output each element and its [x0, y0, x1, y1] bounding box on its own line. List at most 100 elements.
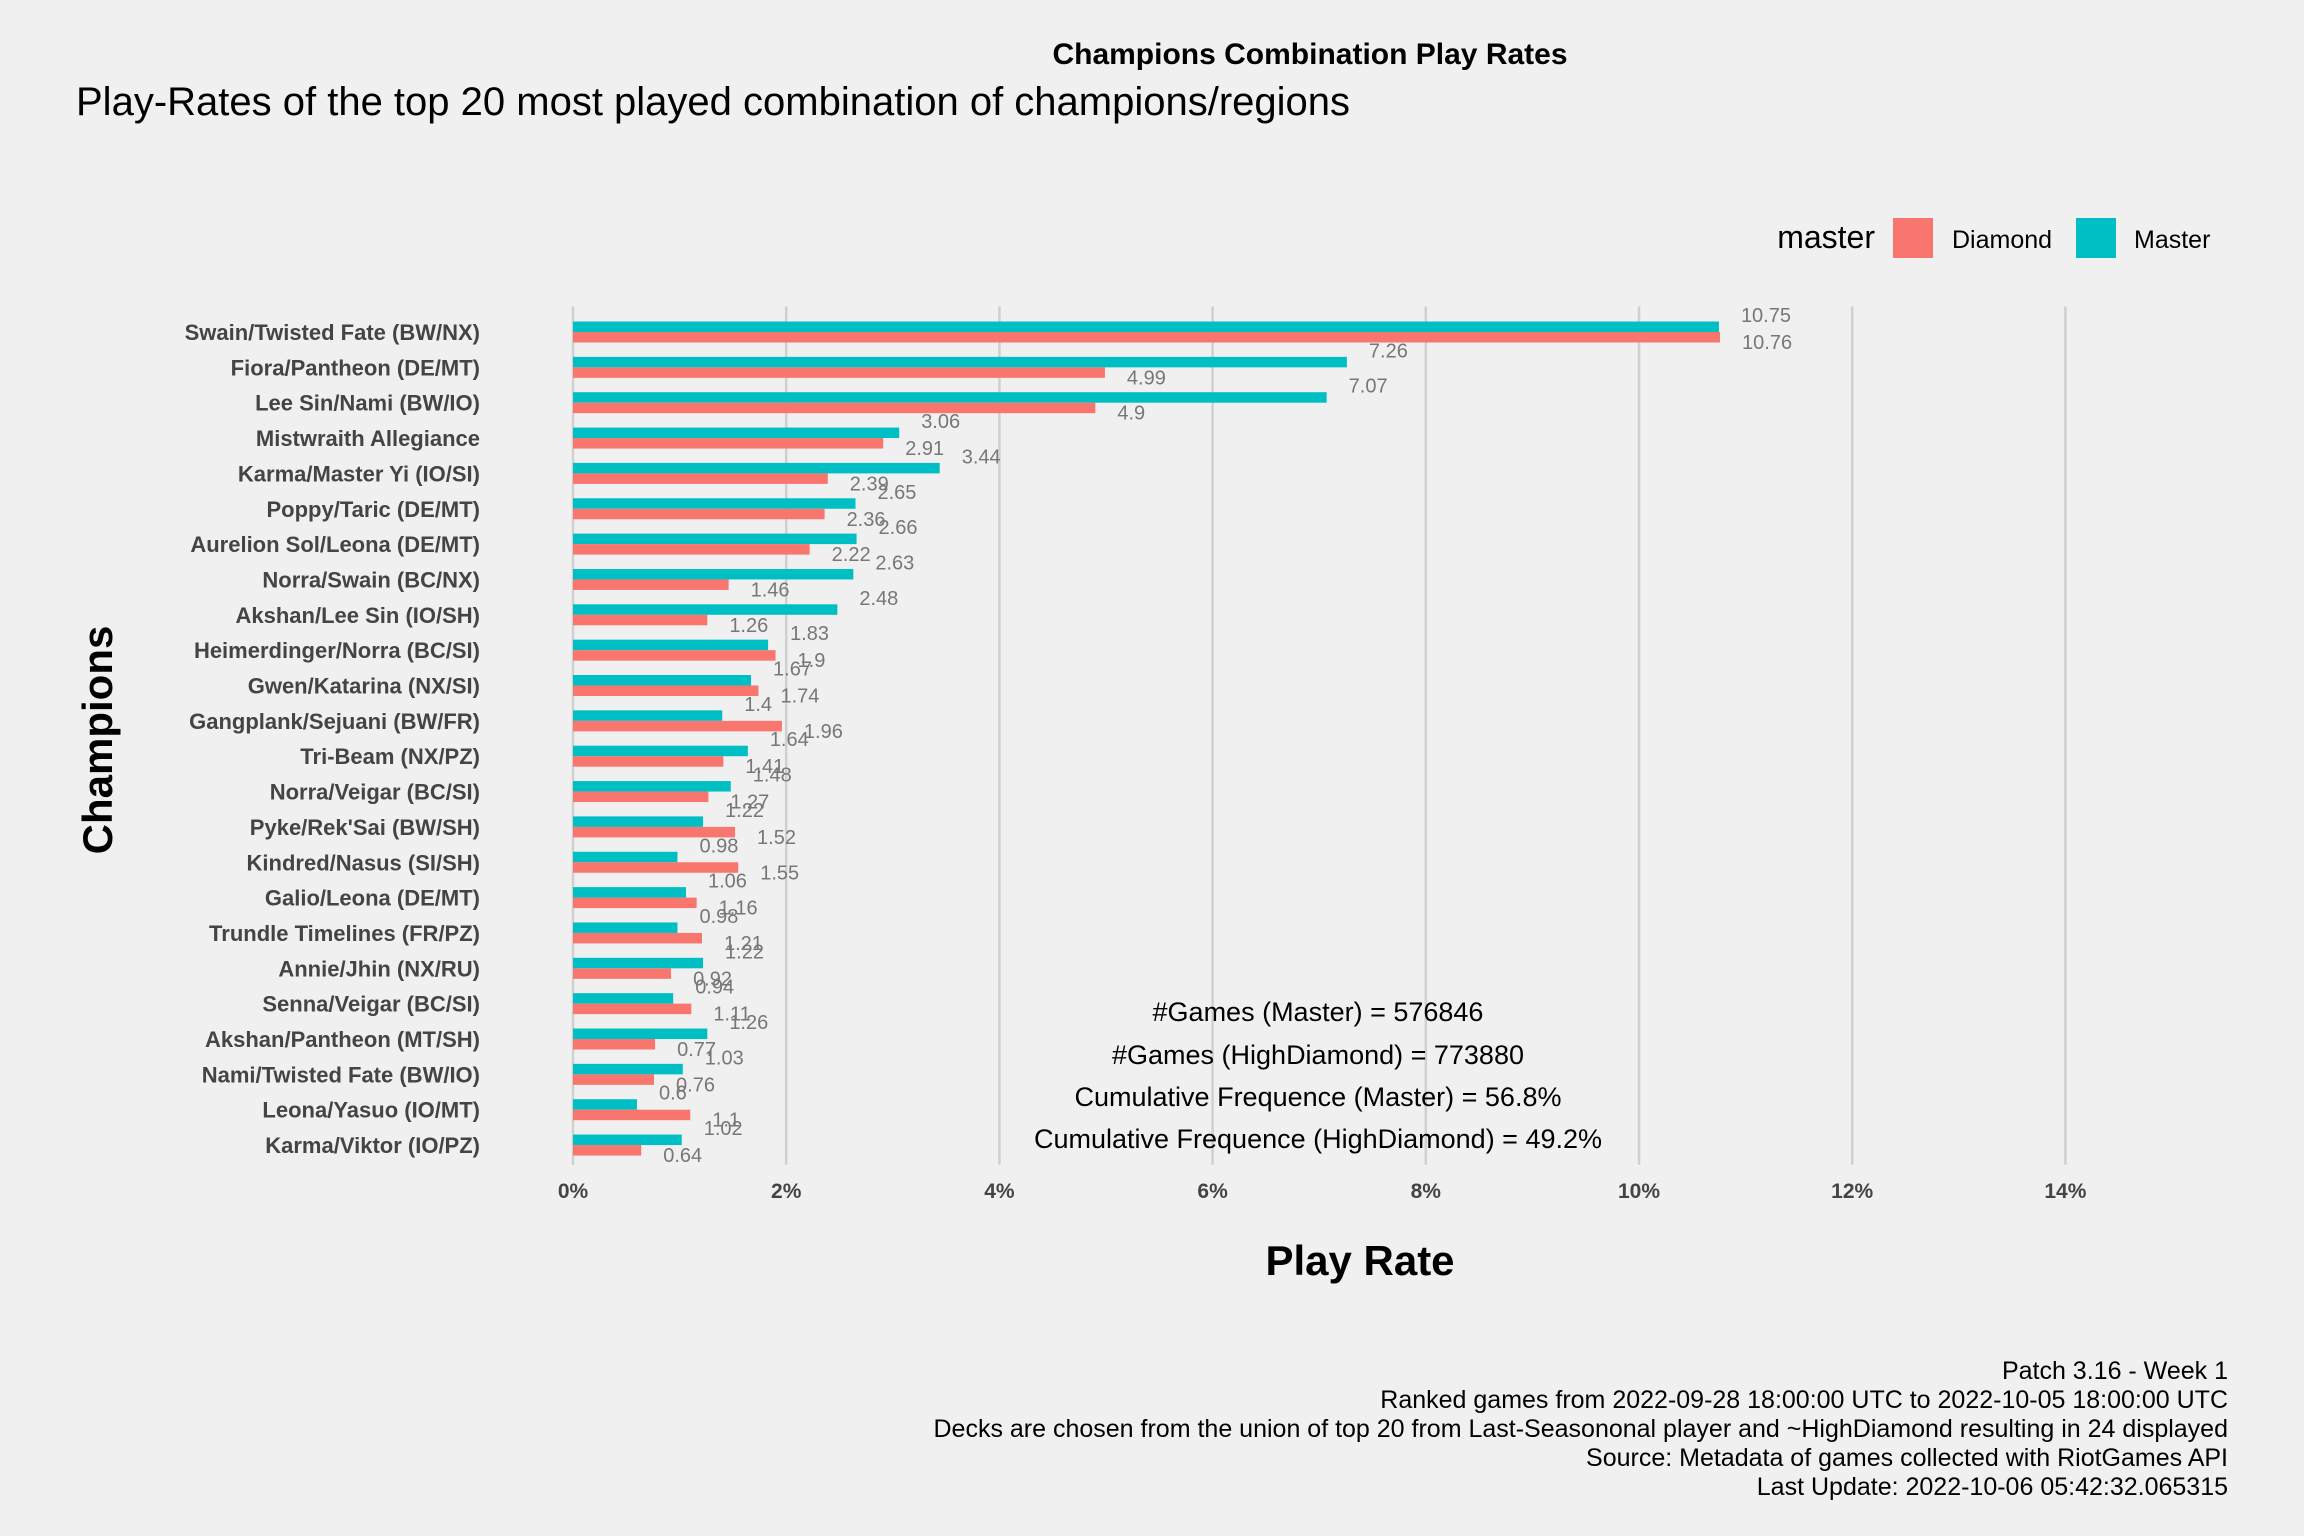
y-tick-label: Karma/Viktor (IO/PZ) — [265, 1133, 480, 1158]
y-tick-label: Akshan/Lee Sin (IO/SH) — [236, 603, 481, 628]
y-tick-label: Aurelion Sol/Leona (DE/MT) — [190, 532, 480, 557]
bar-master — [573, 462, 940, 474]
data-label-diamond: 0.76 — [676, 1074, 715, 1096]
y-tick-label: Leona/Yasuo (IO/MT) — [262, 1098, 480, 1123]
data-label-diamond: 1.21 — [724, 933, 763, 955]
y-tick-label: Annie/Jhin (NX/RU) — [278, 956, 480, 981]
bar-diamond — [573, 1003, 692, 1015]
data-label-diamond: 2.39 — [850, 473, 889, 495]
y-tick-label: Fiora/Pantheon (DE/MT) — [231, 355, 480, 380]
data-label-master: 1.83 — [790, 623, 829, 645]
data-label-diamond: 0.77 — [677, 1039, 716, 1061]
data-label-master: 1.4 — [744, 694, 772, 716]
annotation-cumfreq-highdiamond: Cumulative Frequence (HighDiamond) = 49.… — [1034, 1124, 1602, 1154]
bar-diamond — [573, 614, 708, 626]
y-tick-label: Tri-Beam (NX/PZ) — [300, 744, 480, 769]
bar-diamond — [573, 1145, 642, 1156]
legend-swatch-diamond — [1893, 218, 1933, 258]
legend-title: master — [1777, 219, 1875, 255]
y-tick-label: Gwen/Katarina (NX/SI) — [248, 674, 480, 699]
y-tick-label: Kindred/Nasus (SI/SH) — [247, 850, 480, 875]
data-label-master: 3.44 — [962, 446, 1001, 468]
x-tick-label: 6% — [1197, 1180, 1228, 1203]
x-tick-label: 2% — [771, 1180, 802, 1203]
bar-diamond — [573, 897, 697, 909]
bar-master — [573, 851, 678, 863]
bar-master — [573, 781, 731, 792]
bar-master — [573, 957, 704, 969]
data-label-diamond: 2.22 — [832, 544, 871, 566]
data-label-diamond: 1.16 — [719, 898, 758, 920]
data-label-master: 1.48 — [753, 765, 792, 787]
bar-master — [573, 1099, 637, 1110]
bar-diamond — [573, 1074, 655, 1085]
bar-master — [573, 816, 704, 827]
data-label-diamond: 0.64 — [663, 1145, 702, 1167]
bar-master — [573, 356, 1347, 368]
y-tick-label: Mistwraith Allegiance — [256, 426, 480, 451]
annotation-games-highdiamond: #Games (HighDiamond) = 773880 — [1112, 1040, 1524, 1070]
legend-label-diamond: Diamond — [1952, 226, 2052, 254]
data-label-master: 7.26 — [1369, 340, 1408, 362]
bar-master — [573, 392, 1327, 403]
bar-diamond — [573, 332, 1721, 343]
data-label-master: 1.22 — [725, 941, 764, 963]
data-label-master: 0.94 — [695, 977, 734, 999]
y-tick-label: Akshan/Pantheon (MT/SH) — [205, 1027, 480, 1052]
y-tick-label: Gangplank/Sejuani (BW/FR) — [189, 709, 480, 734]
bar-master — [573, 1134, 682, 1146]
legend-label-master: Master — [2134, 226, 2210, 254]
bar-diamond — [573, 685, 759, 696]
data-label-diamond: 2.91 — [905, 438, 944, 460]
bar-diamond — [573, 720, 782, 732]
bar-master — [573, 922, 678, 933]
chart-subtitle: Play-Rates of the top 20 most played com… — [76, 80, 1351, 124]
y-tick-label: Lee Sin/Nami (BW/IO) — [255, 391, 480, 416]
bar-diamond — [573, 968, 672, 979]
data-label-master: 0.6 — [659, 1083, 687, 1105]
data-label-diamond: 4.9 — [1117, 403, 1145, 425]
bar-diamond — [573, 862, 739, 873]
data-label-diamond: 1.26 — [729, 615, 768, 637]
bar-diamond — [573, 579, 729, 590]
data-label-diamond: 1.46 — [751, 579, 790, 601]
y-tick-label: Senna/Veigar (BC/SI) — [262, 992, 480, 1017]
bar-diamond — [573, 367, 1105, 378]
annotation-block: #Games (Master) = 576846 #Games (HighDia… — [1034, 997, 1602, 1154]
x-tick-label: 10% — [1618, 1180, 1660, 1203]
data-label-diamond: 1.52 — [757, 827, 796, 849]
legend-swatch-master — [2076, 218, 2116, 258]
data-label-diamond: 10.76 — [1742, 332, 1792, 354]
bar-diamond — [573, 1109, 691, 1121]
data-label-master: 3.06 — [921, 411, 960, 433]
data-label-master: 10.75 — [1741, 305, 1791, 327]
x-tick-label: 14% — [2044, 1180, 2086, 1203]
bar-master — [573, 498, 856, 509]
bar-master — [573, 533, 857, 545]
data-label-diamond: 1.1 — [712, 1110, 740, 1132]
data-label-master: 2.65 — [877, 482, 916, 504]
data-label-diamond: 1.41 — [745, 756, 784, 778]
data-label-master: 1.06 — [708, 871, 747, 893]
bar-master — [573, 604, 838, 615]
bar-master — [573, 321, 1719, 332]
data-label-master: 1.02 — [704, 1118, 743, 1140]
data-label-master: 1.64 — [770, 729, 809, 751]
data-label-diamond: 1.74 — [780, 686, 819, 708]
data-label-master: 0.98 — [699, 906, 738, 928]
bar-master — [573, 710, 723, 721]
y-tick-label: Galio/Leona (DE/MT) — [265, 886, 480, 911]
annotation-games-master: #Games (Master) = 576846 — [1153, 997, 1484, 1027]
x-tick-label: 8% — [1411, 1180, 1442, 1203]
bar-diamond — [573, 544, 810, 555]
y-tick-label: Nami/Twisted Fate (BW/IO) — [202, 1062, 480, 1087]
chart-title: Champions Combination Play Rates — [1052, 38, 1568, 71]
data-label-master: 2.48 — [859, 588, 898, 610]
x-axis-title: Play Rate — [1265, 1237, 1454, 1284]
bar-diamond — [573, 438, 884, 449]
y-tick-label: Pyke/Rek'Sai (BW/SH) — [250, 815, 480, 840]
bar-diamond — [573, 826, 736, 838]
caption-last-update: Last Update: 2022-10-06 05:42:32.065315 — [1756, 1473, 2228, 1501]
data-label-master: 0.98 — [699, 835, 738, 857]
